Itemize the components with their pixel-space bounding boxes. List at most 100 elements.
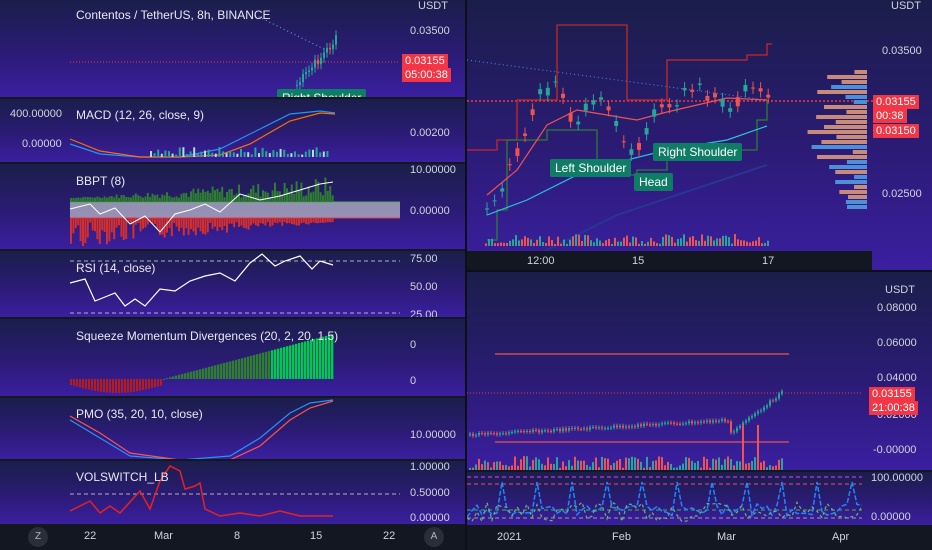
candle-body (556, 428, 558, 430)
macd-hist-bar (283, 149, 286, 157)
squeeze-neg-bar (109, 379, 111, 393)
volume-bar (551, 240, 553, 246)
candle-body (571, 428, 573, 430)
volume-bar (736, 461, 738, 470)
bbpt-bull-bar (120, 195, 123, 202)
volume-bar (619, 458, 621, 470)
bbpt-bear-bar (139, 218, 142, 232)
candle-body (561, 93, 565, 98)
squeeze-tick-top: 0 (410, 339, 417, 351)
topright-chart-pane[interactable]: Left Shoulder Head Right Shoulder USDT 0… (467, 0, 932, 270)
br-time-axis[interactable]: 2021 Feb Mar Apr (467, 525, 932, 550)
bbpt-bear-bar (163, 218, 166, 238)
macd-hist-bar (193, 147, 196, 157)
br-oscillator-pane[interactable]: 100.00000 0.00000 (467, 472, 932, 525)
squeeze-neg-bar (79, 379, 81, 388)
candle-body (335, 35, 337, 45)
candle-body (652, 424, 654, 426)
bbpt-bull-bar (264, 191, 267, 202)
tr-currency: USDT (891, 0, 921, 12)
candle-body (703, 421, 705, 423)
br-tick-004: 0.04000 (877, 372, 917, 384)
candle-body (718, 420, 720, 422)
br-countdown-tag: 21:00:38 (869, 401, 918, 415)
volume-profile-bar (845, 200, 867, 204)
squeeze-pos-bar (325, 335, 328, 379)
bbpt-bear-bar (108, 218, 111, 242)
volume-bar (655, 460, 657, 470)
macd-hist-bar (204, 150, 206, 157)
left-time-axis[interactable]: 22 Mar 8 15 22 Z A (0, 524, 465, 550)
macd-hist-bar (279, 148, 282, 157)
volume-bar (506, 242, 508, 246)
volume-bar (656, 243, 658, 246)
volume-bar (547, 457, 549, 470)
bbpt-bull-bar (307, 186, 310, 202)
candle-body (629, 149, 634, 155)
squeeze-pos-bar (268, 351, 271, 379)
volume-profile-bar (852, 150, 867, 154)
vertical-divider[interactable] (465, 0, 467, 550)
bbpt-bear-bar (170, 218, 173, 237)
macd-hist-bar (297, 154, 300, 157)
volume-bar (514, 456, 516, 470)
pmo-label: PMO (35, 20, 10, close) (76, 407, 203, 421)
bottomright-chart-pane[interactable]: USDT 0.08000 0.06000 0.04000 0.02000 -0.… (467, 272, 932, 470)
macd-hist-bar (175, 154, 178, 157)
volume-bar (571, 465, 573, 470)
candle-body (679, 423, 681, 425)
bbpt-bear-bar (74, 218, 77, 229)
bbpt-pane[interactable]: BBPT (8) 10.00000 0.00000 (0, 164, 465, 249)
bbpt-bull-bar (180, 193, 183, 202)
tr-time-axis[interactable]: 12:00 15 17 (467, 251, 872, 271)
horizontal-divider-right[interactable] (467, 270, 932, 272)
bbpt-bull-bar (192, 188, 195, 202)
bbpt-bull-bar (170, 197, 173, 202)
volume-bar (499, 461, 501, 470)
candle-body (772, 400, 774, 402)
candle-body (622, 425, 624, 428)
rsi-pane[interactable]: RSI (14, close) 75.00 50.00 25.00 (0, 251, 465, 317)
candle-body (599, 97, 603, 100)
volume-bar (589, 466, 591, 470)
volume-bar (572, 236, 574, 246)
squeeze-pane[interactable]: Squeeze Momentum Divergences (20, 2, 20,… (0, 319, 465, 396)
timezone-button[interactable]: Z (28, 527, 48, 547)
volume-bar (764, 243, 766, 246)
squeeze-neg-bar (139, 379, 141, 391)
bbpt-bear-bar (250, 218, 252, 226)
squeeze-pos-bar (283, 347, 286, 379)
volume-bar (692, 236, 694, 246)
squeeze-pos-bar (244, 357, 247, 379)
volume-bar (577, 460, 579, 470)
squeeze-pos-bar (262, 352, 265, 379)
pmo-chart (69, 399, 334, 459)
bbpt-bear-bar (106, 218, 108, 245)
pmo-pane[interactable]: PMO (35, 20, 10, close) 10.00000 (0, 398, 465, 459)
candle-body (568, 428, 570, 431)
volume-bar (611, 243, 613, 246)
squeeze-pos-bar (289, 345, 292, 379)
volume-bar (644, 243, 646, 246)
volswitch-pane[interactable]: VOLSWITCH_LB 1.00000 0.50000 0.00000 (0, 461, 465, 524)
volume-bar (727, 456, 729, 470)
squeeze-pos-bar (286, 346, 289, 379)
volume-bar (608, 238, 610, 246)
squeeze-pos-bar (253, 354, 256, 379)
volume-bar (544, 465, 546, 470)
candle-body (580, 429, 582, 431)
candle-body (713, 93, 717, 98)
bbpt-bear-bar (137, 218, 140, 224)
volume-bar (682, 463, 684, 470)
left-price-pane[interactable]: Contentos / TetherUS, 8h, BINANCE USDT 0… (0, 0, 465, 97)
macd-pane[interactable]: MACD (12, 26, close, 9) 400.00000 0.0000… (0, 99, 465, 162)
squeeze-pos-bar (265, 351, 268, 379)
volume-bar (527, 237, 529, 246)
volume-bar (518, 240, 520, 246)
bbpt-bull-bar (74, 197, 77, 202)
volume-bar (676, 467, 678, 470)
auto-scale-button[interactable]: A (424, 527, 444, 547)
bbpt-bull-bar (290, 184, 293, 202)
candle-body (697, 83, 702, 85)
candle-body (730, 421, 732, 433)
